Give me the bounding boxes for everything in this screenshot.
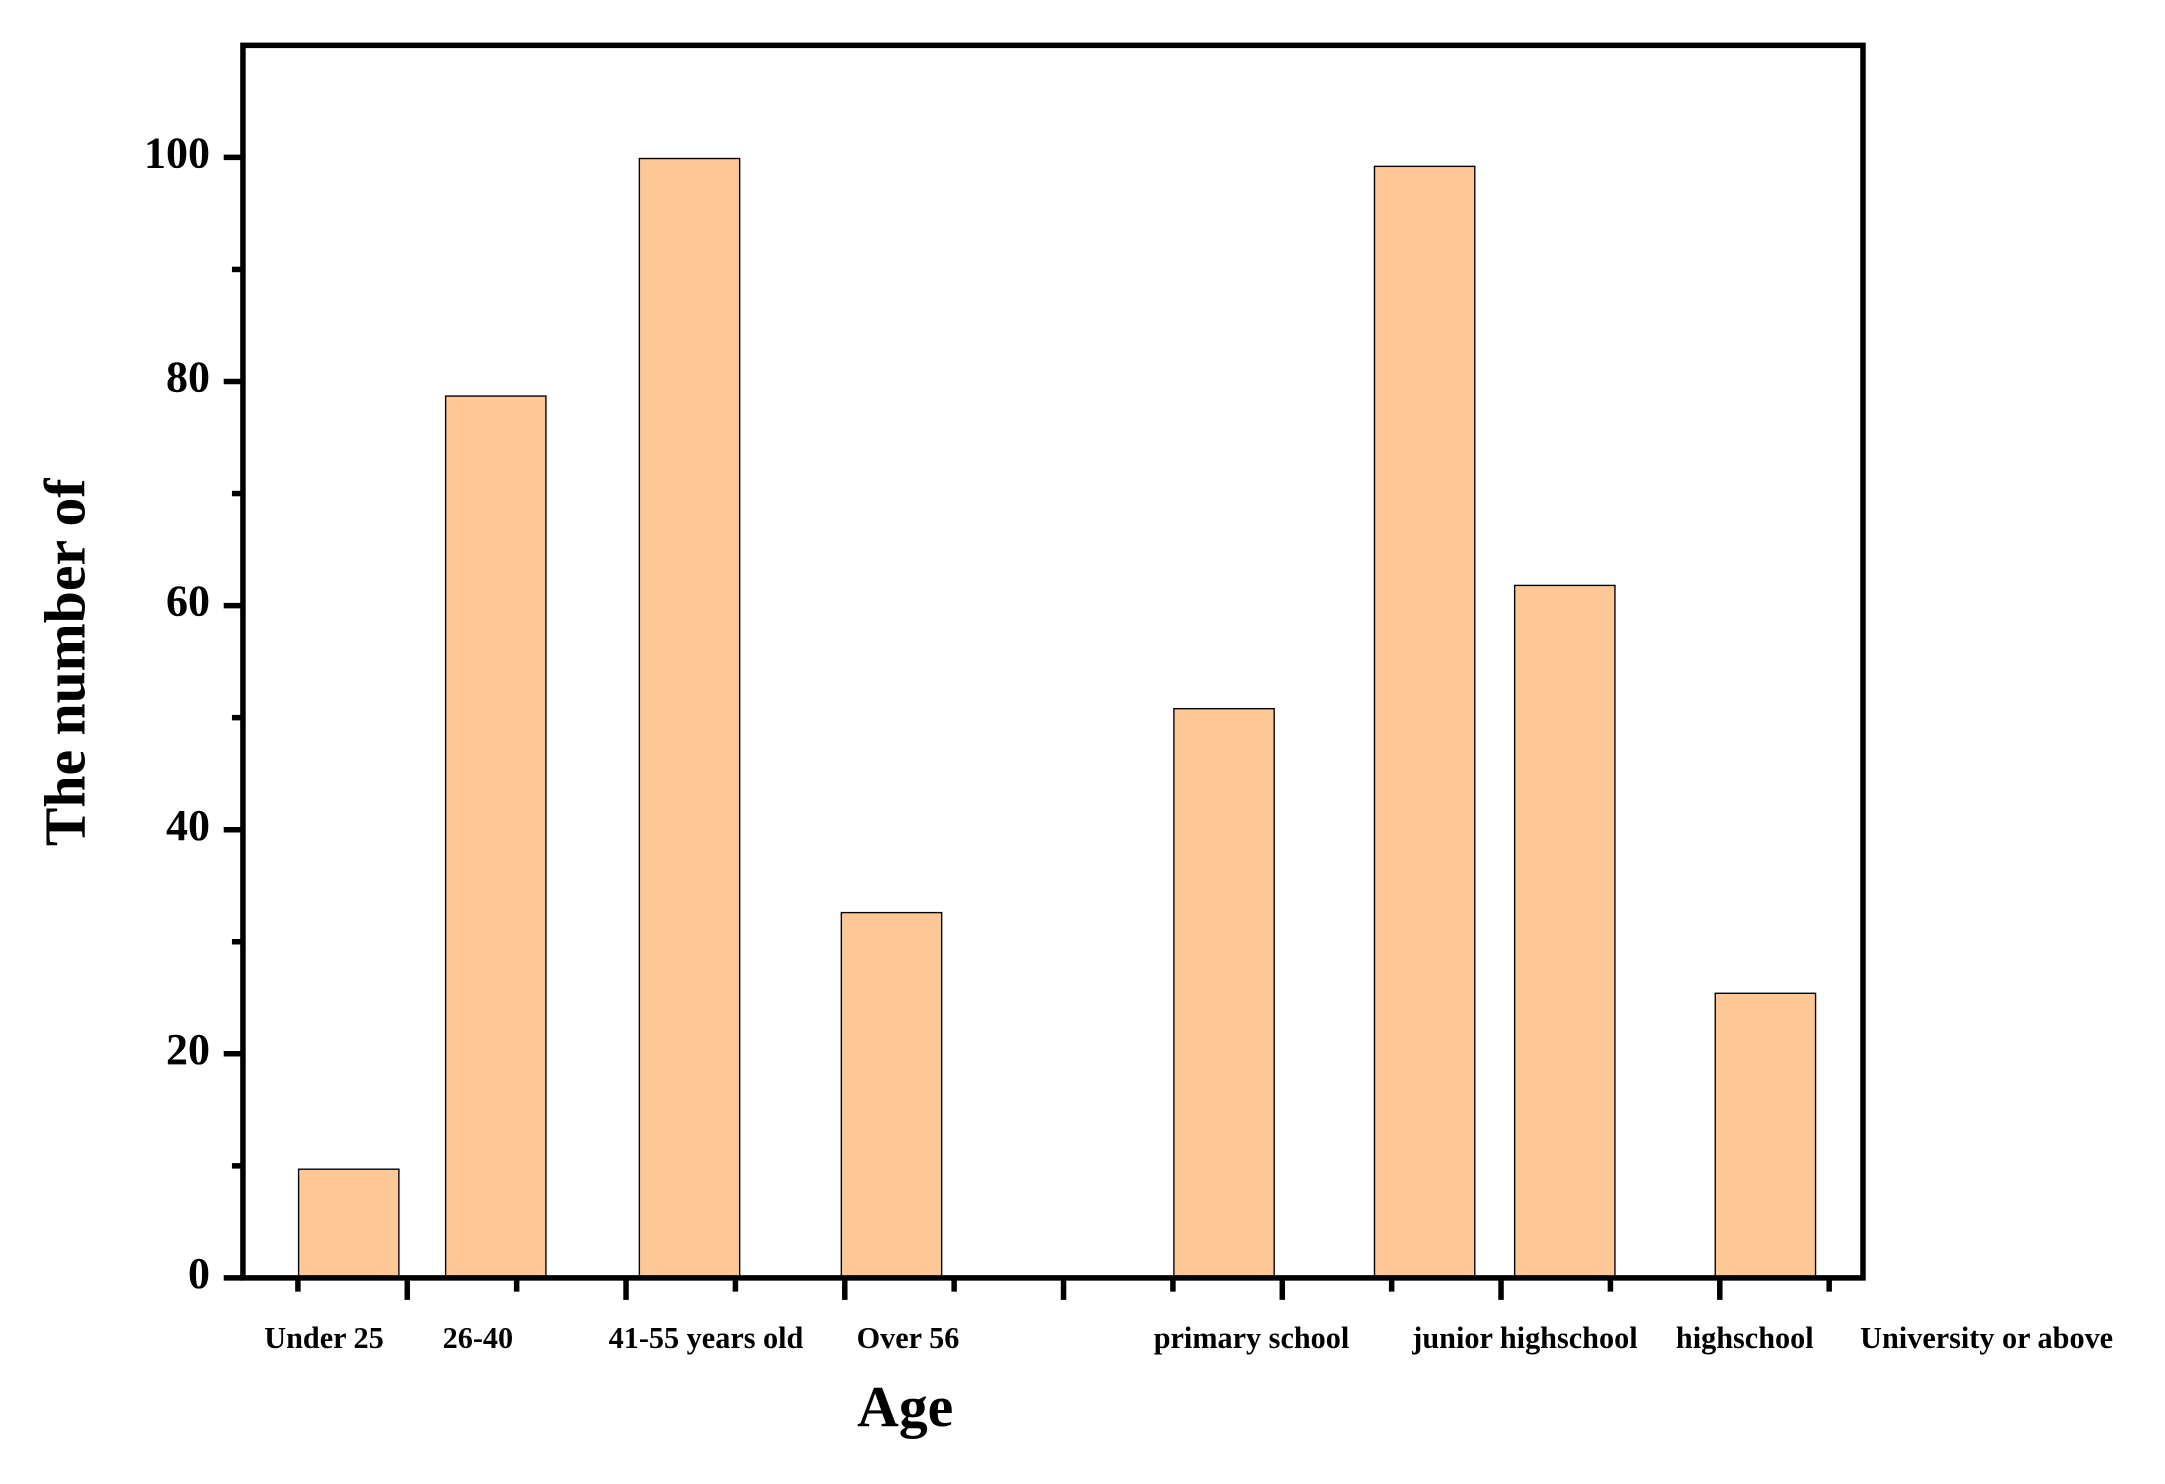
x-tick-label: junior highschool	[1411, 1321, 1637, 1355]
x-tick-label: University or above	[1860, 1321, 2113, 1355]
x-tick-label: 41-55 years old	[609, 1321, 804, 1355]
plot-frame	[240, 42, 1866, 1281]
y-tick-label: 80	[166, 353, 210, 402]
x-tick-label: highschool	[1676, 1321, 1814, 1355]
x-tick-label: Over 56	[857, 1321, 960, 1355]
bar	[297, 1168, 400, 1279]
x-axis-label: Age	[857, 1376, 953, 1439]
y-tick-label: 0	[188, 1249, 210, 1298]
x-tick-label: 26-40	[443, 1321, 514, 1355]
bar	[638, 157, 741, 1279]
x-tick-label: primary school	[1154, 1321, 1350, 1355]
bar	[1173, 707, 1275, 1279]
y-tick-label: 20	[166, 1025, 210, 1074]
bar	[1714, 992, 1817, 1279]
bar	[1373, 165, 1476, 1279]
y-tick-label: 40	[166, 801, 210, 850]
y-tick-label: 100	[144, 128, 210, 177]
x-tick-label: Under 25	[264, 1321, 384, 1355]
bar	[1513, 584, 1616, 1279]
y-tick-label: 60	[166, 577, 210, 626]
bar	[444, 395, 547, 1279]
y-axis-label: The number of	[34, 478, 97, 846]
bar	[840, 911, 943, 1279]
